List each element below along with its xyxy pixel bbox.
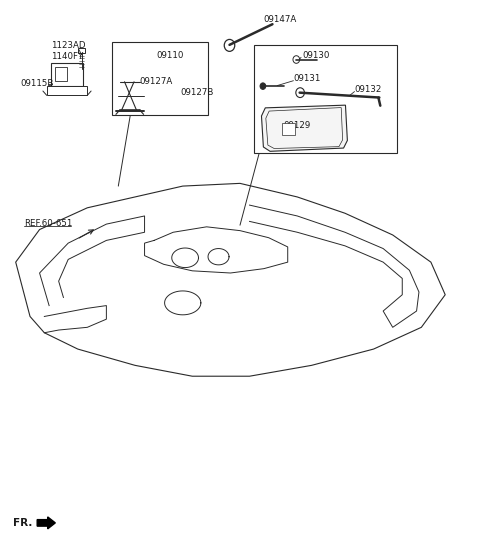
Text: 09129: 09129 xyxy=(283,121,310,130)
Bar xyxy=(55,67,67,81)
Text: 09130: 09130 xyxy=(302,51,329,60)
Text: FR.: FR. xyxy=(13,518,33,528)
Text: 09127A: 09127A xyxy=(140,78,173,86)
Bar xyxy=(78,48,85,53)
Bar xyxy=(51,63,83,86)
Polygon shape xyxy=(16,183,445,376)
Text: 09131: 09131 xyxy=(293,74,321,83)
FancyArrow shape xyxy=(37,517,55,529)
Circle shape xyxy=(260,83,266,90)
Bar xyxy=(112,42,207,115)
Text: 09115B: 09115B xyxy=(21,80,54,88)
Polygon shape xyxy=(262,105,348,151)
Text: 09147A: 09147A xyxy=(263,15,296,25)
Text: REF.60-651: REF.60-651 xyxy=(24,218,72,228)
Bar xyxy=(47,86,87,96)
Bar xyxy=(281,123,295,135)
Text: 09110: 09110 xyxy=(156,51,184,60)
Text: 09132: 09132 xyxy=(355,85,382,94)
Text: 09127B: 09127B xyxy=(180,87,214,97)
Text: 1123AD
1140FY: 1123AD 1140FY xyxy=(51,40,86,61)
Bar xyxy=(141,93,145,99)
Bar xyxy=(254,45,397,153)
